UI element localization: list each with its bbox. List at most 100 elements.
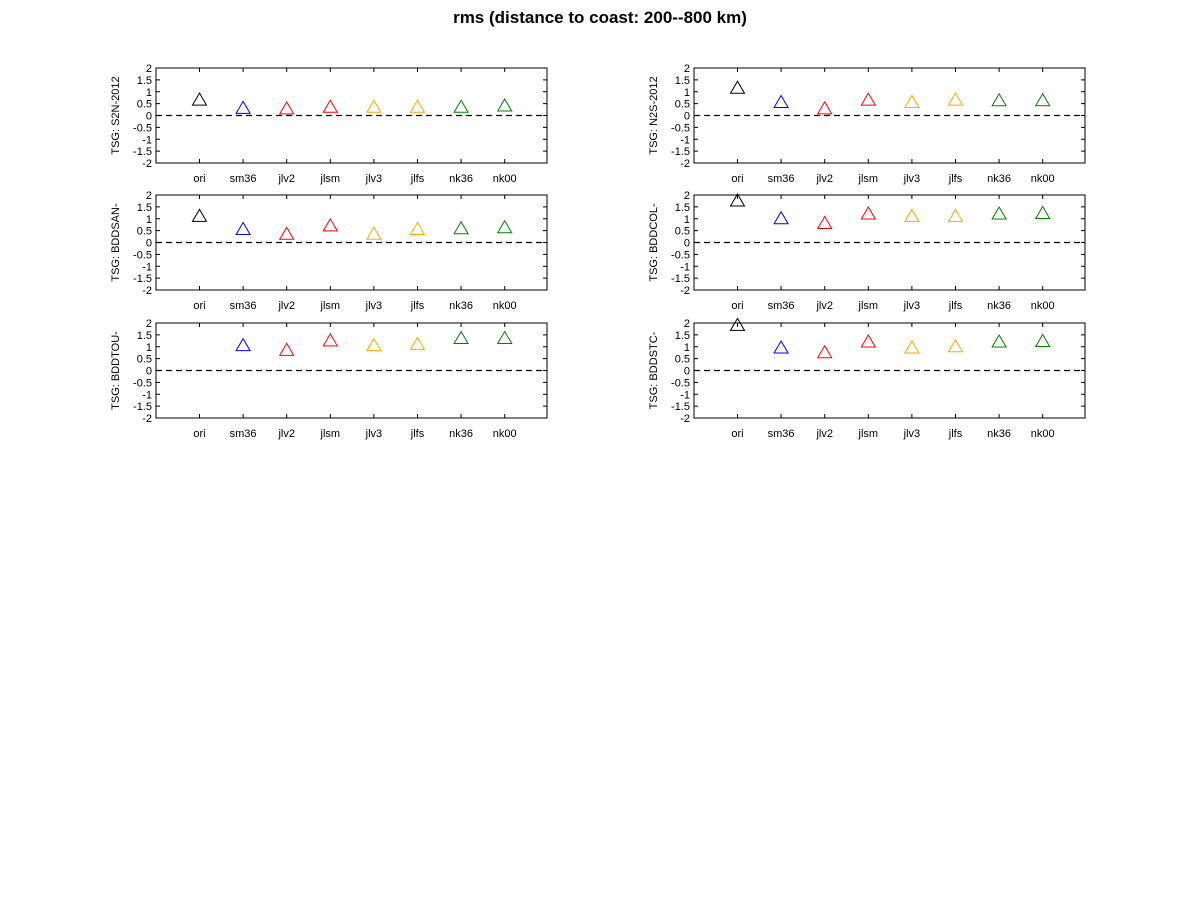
x-tick-label: jlv2 (815, 300, 833, 312)
x-tick-label: jlv2 (277, 173, 295, 185)
y-tick-label: 0.5 (137, 354, 152, 366)
y-tick-label: 1 (146, 342, 152, 354)
y-tick-label: 1.5 (675, 330, 690, 342)
y-tick-label: -1.5 (671, 146, 690, 158)
x-tick-label: ori (731, 300, 743, 312)
x-tick-label: jlv2 (815, 428, 833, 440)
y-tick-label: -2 (142, 413, 152, 425)
data-point-ori (191, 208, 208, 222)
x-tick-label: nk00 (493, 173, 517, 185)
x-tick-label: nk00 (493, 428, 517, 440)
data-point-ori (191, 92, 208, 106)
y-tick-label: 0.5 (675, 354, 690, 366)
data-point-sm36 (235, 100, 251, 114)
x-tick-label: jlv2 (815, 173, 833, 185)
x-tick-label: jlsm (858, 428, 879, 440)
x-tick-label: nk36 (987, 173, 1011, 185)
x-tick-label: jlv3 (903, 173, 921, 185)
y-tick-label: -1 (680, 134, 690, 146)
x-tick-label: jlfs (948, 300, 963, 312)
y-axis-label: TSG: BDDSAN- (110, 203, 122, 282)
x-tick-label: nk00 (1031, 428, 1055, 440)
data-point-jlv2 (278, 100, 295, 115)
y-axis-label: TSG: N2S-2012 (648, 76, 660, 154)
x-tick-label: jlfs (410, 173, 425, 185)
panel-5: 21.510.50-0.5-1-1.5-2 TSG: BDDTOU-ori sm36… (110, 318, 548, 440)
y-tick-label: 1 (146, 87, 152, 99)
x-tick-label: jlsm (858, 173, 879, 185)
x-tick-label: sm36 (230, 300, 257, 312)
data-point-nk00 (496, 330, 513, 344)
data-point-jlsm (860, 334, 877, 348)
data-point-ori (729, 80, 746, 94)
panel-6: 21.510.50-0.5-1-1.5-2 TSG: BDDSTC-ori sm36… (648, 317, 1086, 440)
y-tick-label: -1.5 (133, 401, 152, 413)
x-tick-label: nk36 (449, 173, 473, 185)
y-axis-label: TSG: BDDSTC- (648, 331, 660, 409)
y-tick-label: -1.5 (133, 273, 152, 285)
x-tick-label: jlv3 (365, 300, 383, 312)
y-tick-label: -1 (680, 261, 690, 273)
y-tick-label: 1 (684, 342, 690, 354)
y-tick-label: 1.5 (137, 330, 152, 342)
x-tick-label: sm36 (230, 173, 257, 185)
data-point-nk00 (1034, 333, 1051, 348)
x-tick-label: ori (193, 173, 205, 185)
data-point-nk36 (453, 220, 469, 235)
data-point-jlfs (947, 208, 964, 222)
x-tick-label: ori (193, 300, 205, 312)
y-tick-label: 1.5 (675, 75, 690, 87)
data-point-jlv3 (366, 99, 382, 113)
y-tick-label: 0 (684, 238, 690, 250)
y-axis-label: TSG: BDDCOL- (648, 203, 660, 282)
x-tick-label: nk00 (1031, 173, 1055, 185)
x-tick-label: ori (193, 428, 205, 440)
data-point-jlv3 (366, 337, 382, 352)
y-tick-label: 1 (684, 214, 690, 226)
data-point-jlsm (322, 217, 339, 232)
y-tick-label: -0.5 (671, 249, 690, 261)
y-tick-label: 0.5 (675, 226, 690, 238)
x-tick-label: jlv3 (365, 173, 383, 185)
x-tick-label: jlv3 (903, 428, 921, 440)
data-point-nk36 (991, 206, 1007, 220)
y-tick-label: 2 (684, 63, 690, 75)
x-tick-label: jlsm (320, 300, 341, 312)
y-tick-label: -2 (680, 413, 690, 425)
x-tick-label: nk36 (987, 300, 1011, 312)
y-axis-label: TSG: BDDTOU- (110, 331, 122, 410)
y-tick-label: -1 (142, 261, 152, 273)
data-point-jlv3 (904, 208, 920, 222)
x-tick-label: nk36 (449, 428, 473, 440)
y-tick-label: -1.5 (133, 146, 152, 158)
y-tick-label: 2 (146, 318, 152, 330)
data-point-jlfs (409, 336, 426, 350)
x-tick-label: jlv3 (903, 300, 921, 312)
y-tick-label: 1.5 (137, 202, 152, 214)
data-point-jlsm (860, 92, 877, 106)
data-point-jlv3 (904, 94, 920, 108)
x-tick-label: nk00 (493, 300, 517, 312)
y-tick-label: -0.5 (133, 377, 152, 389)
data-point-sm36 (773, 339, 789, 354)
y-tick-label: 0 (146, 238, 152, 250)
y-axis-label: TSG: S2N-2012 (110, 76, 122, 154)
y-tick-label: -2 (142, 158, 152, 170)
y-tick-label: 1 (146, 214, 152, 226)
y-tick-label: -1.5 (671, 401, 690, 413)
y-tick-label: 1 (684, 87, 690, 99)
y-tick-label: 0.5 (137, 226, 152, 238)
x-tick-label: jlfs (410, 428, 425, 440)
data-point-jlfs (409, 221, 426, 235)
panel-3: 21.510.50-0.5-1-1.5-2 TSG: BDDSAN-ori sm36… (110, 190, 548, 312)
data-point-jlsm (322, 332, 339, 347)
x-tick-label: jlfs (410, 300, 425, 312)
y-tick-label: 0 (146, 366, 152, 378)
y-tick-label: -1 (142, 134, 152, 146)
y-tick-label: 0 (684, 366, 690, 378)
x-tick-label: sm36 (230, 428, 257, 440)
x-tick-label: jlsm (320, 173, 341, 185)
chart-title: rms (distance to coast: 200--800 km) (453, 8, 747, 27)
